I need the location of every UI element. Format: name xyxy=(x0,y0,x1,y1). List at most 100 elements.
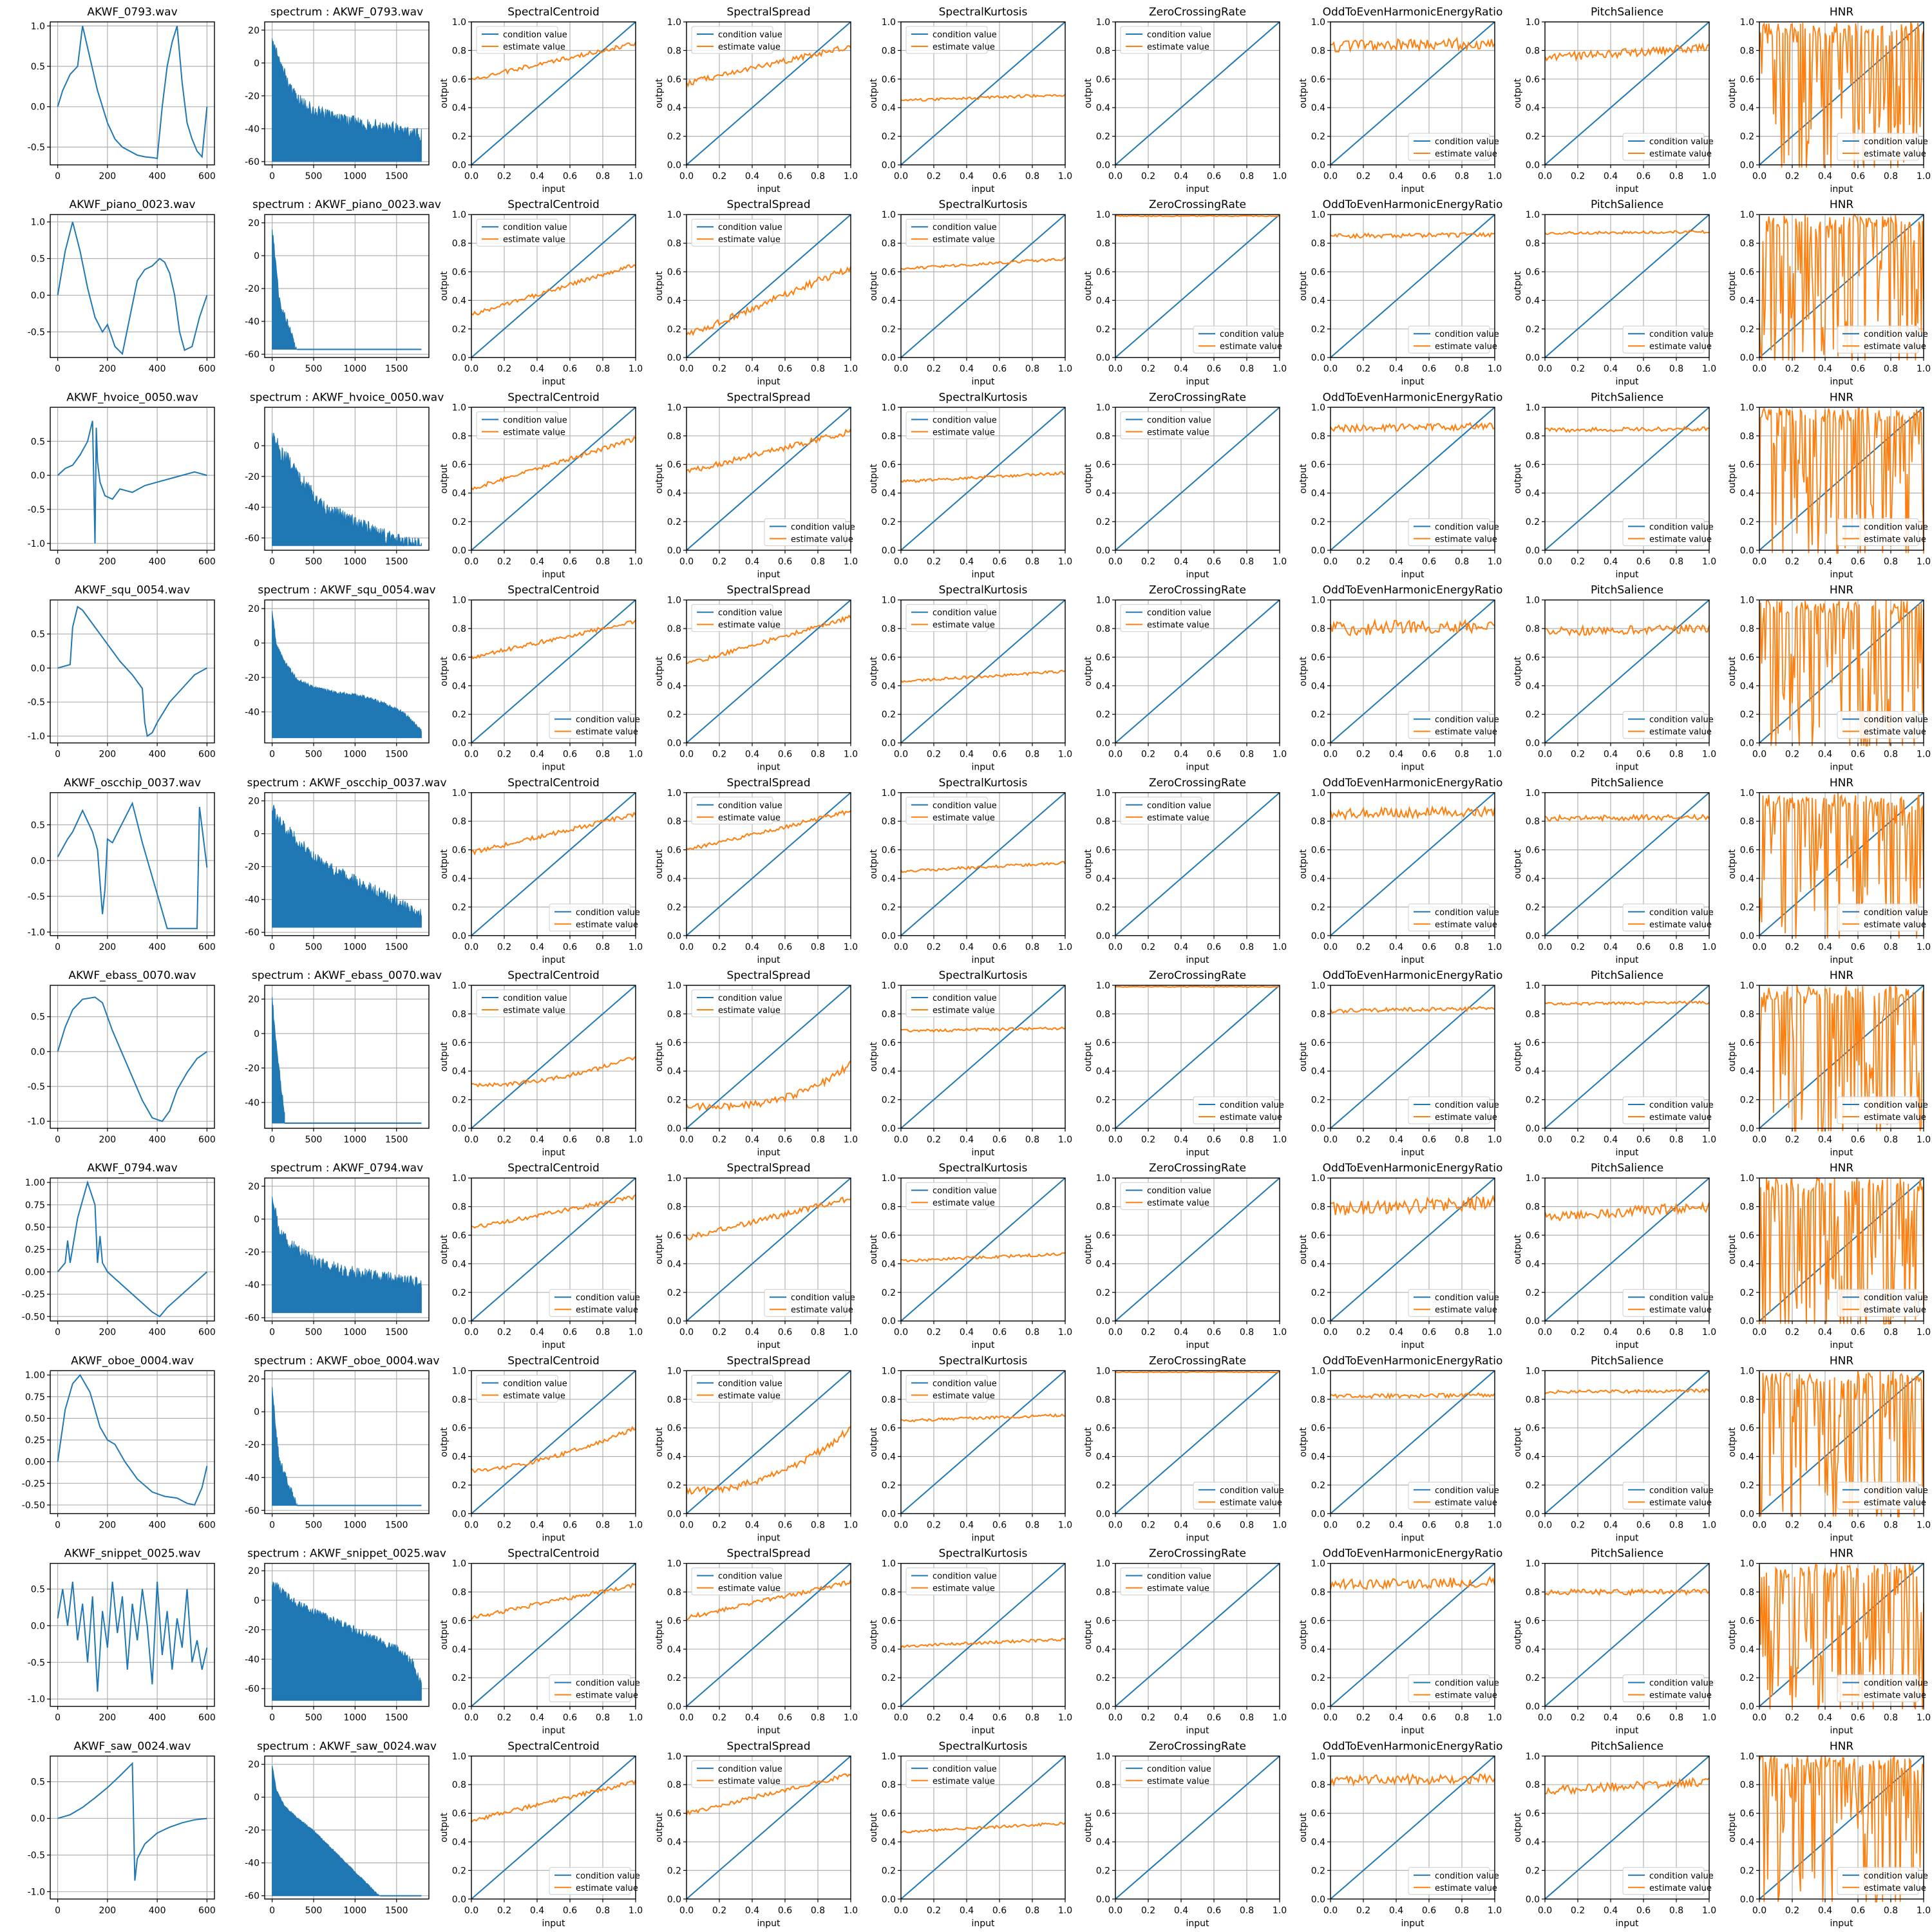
y-axis-label: output xyxy=(1513,849,1523,879)
axes-frame xyxy=(1544,214,1710,358)
y-tick-label: 0.0 xyxy=(31,1621,45,1631)
y-tick-label: 0.8 xyxy=(667,1202,681,1213)
y-axis-label: output xyxy=(439,1427,450,1457)
feature-title: ZeroCrossingRate xyxy=(1149,1740,1246,1753)
y-tick-label: 0.6 xyxy=(1526,1423,1540,1434)
x-tick-label: 1500 xyxy=(385,750,408,760)
x-tick-label: 0 xyxy=(55,364,61,374)
waveform-title: AKWF_0794.wav xyxy=(87,1162,177,1175)
estimate-line xyxy=(1759,22,1924,168)
y-tick-label: 0.4 xyxy=(452,1645,466,1655)
y-tick-label: -60 xyxy=(245,1313,260,1323)
x-axis-label: input xyxy=(1401,1340,1425,1350)
x-tick-label: 1.0 xyxy=(1273,1135,1287,1145)
estimate-line xyxy=(1330,1194,1495,1215)
x-tick-label: 0.8 xyxy=(596,1520,610,1530)
legend-condition-label: condition value xyxy=(718,1572,782,1582)
y-tick-label: 1.0 xyxy=(667,17,681,28)
y-tick-label: 0.4 xyxy=(1740,489,1754,499)
estimate-line xyxy=(471,1779,636,1823)
y-tick-label: 0.2 xyxy=(667,1095,681,1106)
y-tick-label: 0.0 xyxy=(1526,353,1540,363)
x-tick-label: 1500 xyxy=(385,1327,408,1338)
axes-frame xyxy=(900,792,1066,936)
x-tick-label: 0.4 xyxy=(1389,1713,1403,1723)
estimate-line xyxy=(1544,623,1710,637)
legend-condition-label: condition value xyxy=(1435,522,1499,532)
x-tick-label: 1.0 xyxy=(1917,171,1931,182)
estimate-line xyxy=(1544,813,1710,822)
legend-condition-label: condition value xyxy=(1435,137,1499,147)
x-axis-label: input xyxy=(971,1726,995,1736)
x-tick-label: 1.0 xyxy=(1058,1135,1072,1145)
legend-condition-label: condition value xyxy=(718,1379,782,1388)
x-tick-label: 0.8 xyxy=(1025,1520,1039,1530)
x-tick-label: 0.8 xyxy=(1240,942,1254,952)
y-axis-label: output xyxy=(869,1620,879,1650)
y-tick-label: 0.8 xyxy=(1526,1395,1540,1405)
y-tick-label: 0.2 xyxy=(882,1673,896,1683)
spectrum-fill xyxy=(272,1581,422,1701)
y-tick-label: 1.0 xyxy=(882,1366,896,1376)
y-tick-label: 0.2 xyxy=(452,325,466,335)
y-tick-label: 0.6 xyxy=(1096,1423,1110,1434)
x-tick-label: 0.6 xyxy=(992,556,1007,567)
x-tick-label: 0.4 xyxy=(1818,364,1832,374)
y-tick-label: 0.4 xyxy=(1740,681,1754,692)
y-tick-label: 0.2 xyxy=(1096,517,1110,527)
x-axis-label: input xyxy=(757,1918,781,1929)
y-tick-label: 0.0 xyxy=(1740,1316,1754,1327)
spectrum-fill xyxy=(272,1197,422,1313)
y-tick-label: 0.0 xyxy=(1311,739,1325,749)
x-tick-label: 0.4 xyxy=(745,750,759,760)
axes-frame xyxy=(1115,1562,1280,1707)
x-tick-label: 0.8 xyxy=(596,171,610,182)
x-tick-label: 0.4 xyxy=(960,1327,974,1338)
x-tick-label: 0.6 xyxy=(778,942,792,952)
x-tick-label: 0.8 xyxy=(1455,1135,1469,1145)
x-tick-label: 0 xyxy=(269,364,275,374)
y-tick-label: 1.0 xyxy=(1096,402,1110,413)
axes-frame xyxy=(50,792,215,936)
x-tick-label: 1.0 xyxy=(1917,1135,1931,1145)
estimate-line xyxy=(686,810,851,851)
x-tick-label: 0.2 xyxy=(1785,556,1799,567)
y-tick-label: -1.0 xyxy=(28,1694,45,1705)
y-axis-label: output xyxy=(1298,1812,1309,1842)
legend-estimate-label: estimate value xyxy=(718,621,781,630)
legend-condition-label: condition value xyxy=(1147,1765,1211,1774)
x-tick-label: 0.6 xyxy=(1636,1327,1651,1338)
y-tick-label: 0.2 xyxy=(1740,132,1754,142)
x-tick-label: 0.2 xyxy=(1785,750,1799,760)
y-tick-label: 0.8 xyxy=(1526,1587,1540,1598)
spectrum-title: spectrum : AKWF_ebass_0070.wav xyxy=(252,969,442,982)
y-tick-label: 1.0 xyxy=(452,210,466,220)
feature-title: SpectralSpread xyxy=(726,969,810,982)
y-tick-label: 0.6 xyxy=(1740,1231,1754,1241)
axes-frame xyxy=(1115,1756,1280,1900)
x-tick-label: 0.2 xyxy=(712,556,726,567)
estimate-line xyxy=(471,619,636,659)
x-tick-label: 0.8 xyxy=(596,1906,610,1916)
y-axis-label: output xyxy=(1083,1620,1094,1650)
y-tick-label: 0.6 xyxy=(667,652,681,663)
y-tick-label: 0.6 xyxy=(1096,460,1110,470)
legend-condition-label: condition value xyxy=(1147,1186,1211,1196)
condition-line xyxy=(471,1370,636,1515)
feature-title: PitchSalience xyxy=(1591,1740,1663,1753)
x-tick-label: 0.2 xyxy=(1571,556,1585,567)
y-tick-label: 1.0 xyxy=(452,1559,466,1569)
y-tick-label: 0.2 xyxy=(1096,325,1110,335)
y-tick-label: 0.6 xyxy=(1096,267,1110,278)
legend-condition-label: condition value xyxy=(1435,908,1499,918)
y-tick-label: 1.0 xyxy=(1526,402,1540,413)
y-tick-label: 0.75 xyxy=(25,1200,45,1211)
x-tick-label: 1.0 xyxy=(844,1713,858,1723)
